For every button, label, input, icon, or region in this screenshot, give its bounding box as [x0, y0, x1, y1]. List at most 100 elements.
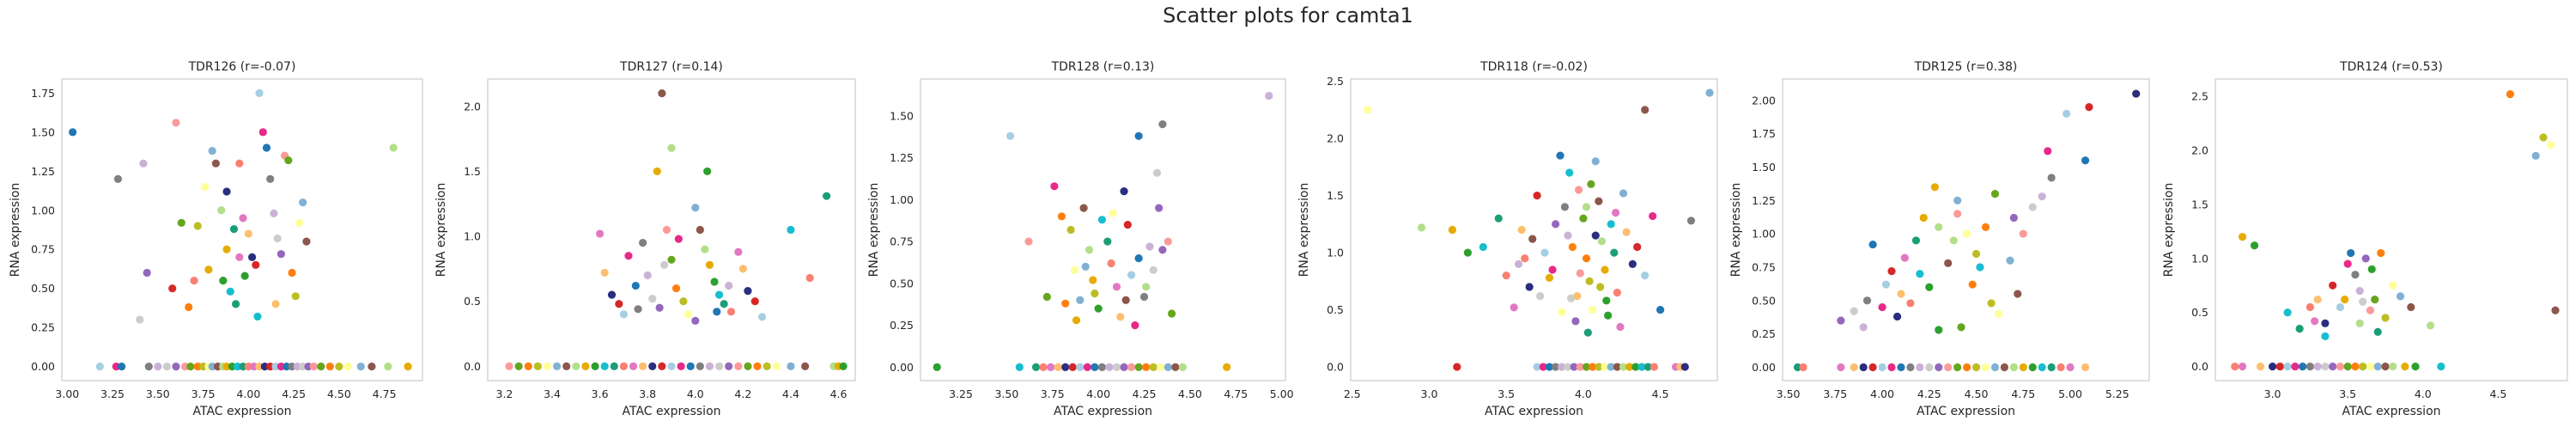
- data-point: [667, 143, 676, 152]
- scatter-panel-2: TDR127 (r=0.14) 3.2 3.4 3.6 3.8 4.0 4.2 4.4 4.6 0…: [434, 60, 856, 418]
- x-tick-label: 4.00: [1870, 387, 1894, 400]
- data-point: [1097, 363, 1107, 371]
- data-point: [1607, 363, 1615, 371]
- data-point: [1134, 363, 1143, 371]
- data-point: [2366, 363, 2375, 371]
- data-point: [2006, 256, 2014, 265]
- data-point: [1521, 254, 1529, 263]
- data-point: [1906, 363, 1915, 372]
- data-point: [1868, 240, 1877, 249]
- data-point: [691, 204, 700, 212]
- y-tick-label: 1.50: [1752, 161, 1776, 174]
- x-tick-label: 4.25: [282, 387, 306, 400]
- data-point: [2389, 281, 2397, 290]
- data-point: [725, 362, 733, 370]
- data-point: [1112, 363, 1121, 371]
- data-point: [1047, 363, 1055, 371]
- x-tick-label: 3.25: [100, 387, 125, 400]
- data-point: [2313, 363, 2322, 371]
- data-point: [2081, 363, 2090, 372]
- data-point: [1949, 236, 1958, 245]
- data-point: [199, 363, 208, 371]
- data-point: [2361, 254, 2370, 263]
- y-axis-label: RNA expression: [1729, 183, 1743, 277]
- data-point: [1583, 328, 1592, 337]
- data-point: [1081, 262, 1090, 271]
- data-point: [1925, 363, 1934, 372]
- data-point: [2329, 281, 2337, 290]
- data-point: [343, 363, 353, 371]
- data-point: [750, 297, 759, 306]
- data-point: [276, 363, 285, 371]
- data-point: [2275, 363, 2284, 371]
- data-point: [1971, 363, 1981, 372]
- data-point: [1120, 363, 1128, 371]
- data-point: [714, 362, 724, 370]
- data-point: [1631, 363, 1640, 371]
- data-point: [113, 174, 123, 183]
- data-point: [1068, 363, 1077, 371]
- data-point: [1799, 363, 1807, 372]
- data-point: [1589, 305, 1597, 314]
- data-point: [667, 362, 676, 370]
- data-point: [1916, 363, 1924, 372]
- data-point: [1072, 316, 1081, 325]
- y-tick-label: 1.00: [31, 204, 55, 216]
- data-point: [271, 300, 280, 308]
- data-point: [667, 255, 676, 264]
- y-tick-label: 0.75: [31, 243, 55, 256]
- x-axis-label: ATAC expression: [1054, 405, 1152, 418]
- data-point: [1897, 363, 1905, 372]
- data-point: [2359, 363, 2367, 371]
- data-point: [1604, 311, 1613, 320]
- data-point: [1536, 292, 1545, 301]
- data-point: [168, 284, 177, 293]
- data-point: [335, 363, 343, 371]
- data-point: [2407, 302, 2415, 312]
- data-point: [1935, 363, 1943, 372]
- data-point: [1178, 363, 1188, 371]
- x-tick-label: 3.5: [1498, 387, 1515, 400]
- data-point: [1981, 363, 1990, 372]
- data-point: [112, 363, 120, 371]
- data-point: [705, 362, 714, 370]
- data-point: [2038, 192, 2046, 201]
- data-point: [1602, 296, 1611, 305]
- y-tick-label: 0.50: [1752, 294, 1776, 307]
- y-tick-label: 1.50: [31, 125, 55, 138]
- data-point: [823, 192, 831, 200]
- data-point: [1968, 280, 1977, 289]
- data-point: [1995, 309, 2003, 318]
- data-point: [1570, 363, 1578, 371]
- data-point: [266, 363, 275, 371]
- data-point: [1582, 203, 1591, 211]
- data-point: [244, 363, 252, 371]
- data-point: [162, 363, 172, 371]
- data-point: [1564, 363, 1572, 371]
- data-point: [653, 167, 661, 176]
- data-point: [299, 198, 307, 207]
- data-point: [2306, 302, 2314, 312]
- data-point: [2396, 292, 2405, 301]
- data-point: [1163, 237, 1172, 246]
- x-axis-label: ATAC expression: [1917, 405, 2015, 418]
- data-point: [600, 268, 609, 277]
- x-tick-label: 4.75: [1224, 387, 1248, 400]
- data-point: [1139, 292, 1149, 302]
- data-point: [1163, 363, 1172, 371]
- data-point: [1158, 246, 1167, 254]
- data-point: [2019, 229, 2027, 238]
- data-point: [1619, 189, 1628, 198]
- data-point: [1837, 363, 1845, 372]
- data-point: [219, 277, 228, 285]
- data-point: [696, 362, 704, 370]
- data-point: [1116, 313, 1125, 321]
- data-point: [1123, 221, 1132, 229]
- data-point: [1628, 259, 1637, 268]
- data-point: [2355, 286, 2364, 296]
- data-point: [1589, 363, 1597, 371]
- data-point: [1850, 363, 1858, 372]
- data-point: [533, 362, 542, 370]
- data-point: [253, 312, 262, 321]
